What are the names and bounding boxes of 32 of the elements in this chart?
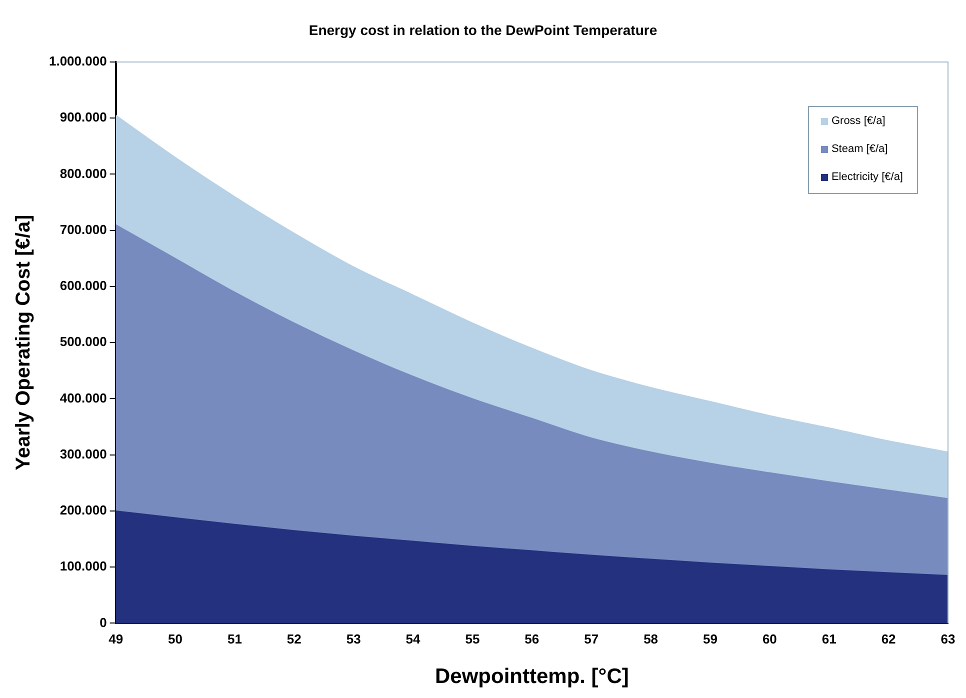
x-tick-label: 51 <box>227 632 242 647</box>
x-tick-label: 50 <box>168 632 183 647</box>
x-tick-label: 56 <box>524 632 540 647</box>
legend-label: Steam [€/a] <box>831 143 888 155</box>
y-tick-label: 400.000 <box>60 390 107 406</box>
y-tick-label: 800.000 <box>60 166 107 181</box>
x-tick-label: 63 <box>940 632 956 647</box>
y-tick-label: 100.000 <box>60 558 107 574</box>
y-tick-label: 900.000 <box>60 110 107 125</box>
x-tick-label: 60 <box>762 632 777 647</box>
y-tick-label: 0 <box>100 614 107 630</box>
x-tick-label: 62 <box>881 632 896 647</box>
x-tick-label: 53 <box>346 632 361 647</box>
x-tick-label: 57 <box>584 632 599 647</box>
chart-title: Energy cost in relation to the DewPoint Temperature <box>308 22 658 38</box>
y-tick-label: 600.000 <box>60 278 107 294</box>
x-tick-label: 55 <box>465 632 480 647</box>
x-tick-label: 54 <box>406 632 422 647</box>
y-axis-title: Yearly Operating Cost [€/a] <box>12 214 35 470</box>
y-tick-label: 500.000 <box>60 334 107 350</box>
x-tick-label: 49 <box>108 632 124 647</box>
x-tick-label: 52 <box>286 632 302 647</box>
y-tick-label: 700.000 <box>60 222 107 237</box>
x-axis-title: Dewpointtemp. [°C] <box>434 665 629 688</box>
legend-label: Electricity [€/a] <box>831 171 903 183</box>
x-tick-label: 58 <box>644 632 658 647</box>
y-tick-label: 300.000 <box>60 446 107 462</box>
y-tick-label: 200.000 <box>60 502 107 518</box>
y-tick-label: 1.000.000 <box>48 54 107 69</box>
x-tick-label: 59 <box>703 632 718 647</box>
x-tick-label: 61 <box>822 632 836 647</box>
legend-label: Gross [€/a] <box>831 115 886 127</box>
